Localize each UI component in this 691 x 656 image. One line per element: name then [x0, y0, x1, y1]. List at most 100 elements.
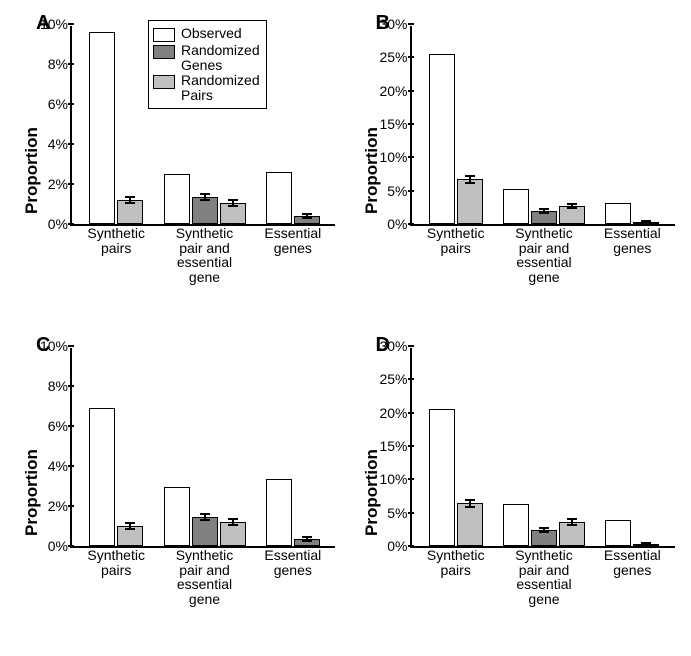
legend-swatch: [153, 28, 175, 42]
error-cap: [567, 203, 577, 205]
error-cap: [228, 205, 238, 207]
legend-label: RandomizedGenes: [181, 43, 260, 72]
bar-observed: [164, 174, 190, 224]
y-tick: 0%: [48, 538, 72, 554]
error-cap: [125, 202, 135, 204]
legend-label: RandomizedPairs: [181, 73, 260, 102]
y-tick: 4%: [48, 458, 72, 474]
error-cap: [125, 522, 135, 524]
x-category-label: Syntheticpair andessentialgene: [500, 546, 588, 607]
panel-letter: C: [36, 334, 50, 357]
bar-observed: [605, 520, 631, 546]
x-category-label: Syntheticpair andessentialgene: [160, 546, 248, 607]
legend-item: RandomizedPairs: [153, 73, 260, 102]
y-tick: 8%: [48, 56, 72, 72]
y-tick: 20%: [379, 83, 411, 99]
panel-letter: D: [376, 334, 390, 357]
error-cap: [465, 175, 475, 177]
y-axis-label: Proportion: [22, 127, 42, 214]
bar-observed: [89, 32, 115, 224]
y-tick: 15%: [379, 116, 411, 132]
x-category-label: Syntheticpair andessentialgene: [500, 224, 588, 285]
x-category-label: Syntheticpairs: [412, 546, 500, 577]
error-cap: [539, 208, 549, 210]
bar-randomized_pairs: [457, 503, 483, 546]
bar-observed: [266, 172, 292, 224]
y-tick: 6%: [48, 418, 72, 434]
bar-observed: [503, 189, 529, 224]
x-category-label: Syntheticpairs: [72, 224, 160, 255]
y-tick: 0%: [387, 538, 411, 554]
error-cap: [567, 524, 577, 526]
error-cap: [125, 196, 135, 198]
error-cap: [465, 182, 475, 184]
y-tick: 0%: [387, 216, 411, 232]
bar-randomized_genes: [192, 517, 218, 546]
bar-observed: [164, 487, 190, 546]
x-category-label: Syntheticpairs: [412, 224, 500, 255]
plot-area: 0%5%10%15%20%25%30%SyntheticpairsSynthet…: [410, 348, 675, 548]
plot-area: 0%5%10%15%20%25%30%SyntheticpairsSynthet…: [410, 26, 675, 226]
error-cap: [200, 513, 210, 515]
x-category-label: Syntheticpairs: [72, 546, 160, 577]
error-cap: [539, 531, 549, 533]
y-tick: 5%: [387, 183, 411, 199]
y-tick: 5%: [387, 505, 411, 521]
y-tick: 10%: [379, 471, 411, 487]
y-tick: 0%: [48, 216, 72, 232]
error-cap: [465, 499, 475, 501]
bar-randomized_pairs: [457, 179, 483, 224]
bar-observed: [503, 504, 529, 546]
panel-letter: A: [36, 12, 50, 35]
legend-item: RandomizedGenes: [153, 43, 260, 72]
error-cap: [228, 518, 238, 520]
legend: Observed RandomizedGenesRandomizedPairs: [148, 20, 267, 109]
x-category-label: Syntheticpair andessentialgene: [160, 224, 248, 285]
legend-item: Observed: [153, 26, 260, 42]
legend-swatch: [153, 45, 175, 59]
panel-letter: B: [376, 12, 390, 35]
x-category-label: Essentialgenes: [249, 546, 337, 577]
error-cap: [539, 212, 549, 214]
error-cap: [302, 536, 312, 538]
bar-observed: [605, 203, 631, 224]
error-cap: [465, 506, 475, 508]
error-cap: [302, 217, 312, 219]
error-cap: [125, 528, 135, 530]
y-tick: 20%: [379, 405, 411, 421]
bar-observed: [266, 479, 292, 546]
y-axis-label: Proportion: [362, 449, 382, 536]
panel-d: D Proportion 0%5%10%15%20%25%30%Syntheticp…: [348, 330, 683, 648]
plot-area: 0%2%4%6%8%10%SyntheticpairsSyntheticpair…: [70, 348, 335, 548]
legend-label: Observed: [181, 26, 242, 41]
error-cap: [200, 193, 210, 195]
y-tick: 15%: [379, 438, 411, 454]
panel-b: B Proportion 0%5%10%15%20%25%30%Syntheticp…: [348, 8, 683, 326]
legend-swatch: [153, 75, 175, 89]
error-cap: [567, 518, 577, 520]
y-tick: 10%: [379, 149, 411, 165]
y-axis-label: Proportion: [22, 449, 42, 536]
error-cap: [302, 213, 312, 215]
error-cap: [539, 527, 549, 529]
error-cap: [567, 207, 577, 209]
chart-grid: AProportion0%2%4%6%8%10%SyntheticpairsSy…: [8, 8, 683, 648]
bar-randomized_genes: [192, 197, 218, 224]
panel-c: C Proportion 0%2%4%6%8%10%SyntheticpairsSy…: [8, 330, 343, 648]
y-axis-label: Proportion: [362, 127, 382, 214]
error-cap: [302, 540, 312, 542]
y-tick: 8%: [48, 378, 72, 394]
error-cap: [200, 519, 210, 521]
error-cap: [228, 524, 238, 526]
panel-a: AProportion0%2%4%6%8%10%SyntheticpairsSy…: [8, 8, 343, 326]
x-category-label: Essentialgenes: [588, 546, 676, 577]
y-tick: 25%: [379, 49, 411, 65]
y-tick: 4%: [48, 136, 72, 152]
y-tick: 6%: [48, 96, 72, 112]
error-cap: [200, 199, 210, 201]
y-tick: 2%: [48, 498, 72, 514]
error-cap: [228, 199, 238, 201]
x-category-label: Essentialgenes: [588, 224, 676, 255]
y-tick: 2%: [48, 176, 72, 192]
bar-observed: [89, 408, 115, 546]
